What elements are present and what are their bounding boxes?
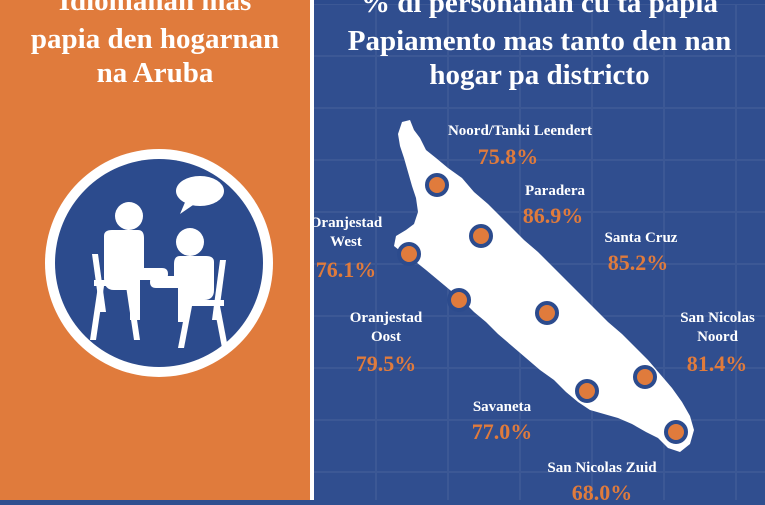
left-title-line3: na Aruba <box>96 57 214 89</box>
background-tile <box>736 4 765 56</box>
district-label-paradera: Paradera <box>525 183 585 199</box>
district-label-oranjestad-oost-line2: Oost <box>371 329 401 345</box>
district-value-oranjestad-west: 76.1% <box>315 257 377 282</box>
background-tile <box>520 316 592 368</box>
background-tile <box>736 472 765 500</box>
background-tile <box>448 264 520 316</box>
background-tile <box>736 56 765 108</box>
background-tile <box>376 212 448 264</box>
background-tile <box>520 264 592 316</box>
background-tile <box>520 472 592 500</box>
background-tile <box>314 108 376 160</box>
background-tile <box>448 4 520 56</box>
background-tile <box>736 420 765 472</box>
district-value-savaneta: 77.0% <box>471 419 533 444</box>
panel-divider <box>310 0 314 500</box>
background-tile <box>736 368 765 420</box>
background-tile <box>520 56 592 108</box>
district-value-paradera: 86.9% <box>522 203 584 228</box>
two-people-conversation-icon <box>40 144 278 382</box>
background-tile <box>448 472 520 500</box>
background-tile <box>664 108 736 160</box>
left-title-line1: Idiomanan mas <box>58 0 252 17</box>
right-title-line3: hogar pa districto <box>429 59 650 91</box>
district-label-san-nicolas-noord-line2: Noord <box>697 329 738 345</box>
background-tile <box>376 160 448 212</box>
district-label-santa-cruz: Santa Cruz <box>604 230 678 246</box>
district-value-oranjestad-oost: 79.5% <box>355 351 417 376</box>
district-value-santa-cruz: 85.2% <box>607 250 669 275</box>
background-tile <box>314 368 376 420</box>
district-label-oranjestad-west-line2: West <box>330 234 362 250</box>
background-tile <box>664 472 736 500</box>
background-tile <box>520 4 592 56</box>
background-tile <box>314 212 376 264</box>
background-tile <box>314 160 376 212</box>
background-tile <box>592 316 664 368</box>
background-tile <box>448 316 520 368</box>
background-tile <box>736 212 765 264</box>
district-label-oranjestad-west: Oranjestad <box>309 215 383 231</box>
background-tile <box>314 264 376 316</box>
background-tile <box>592 368 664 420</box>
background-tile <box>592 4 664 56</box>
background-tile <box>592 472 664 500</box>
background-tile <box>736 108 765 160</box>
background-tile <box>736 316 765 368</box>
background-tile <box>592 56 664 108</box>
background-tile <box>736 160 765 212</box>
background-tile <box>314 420 376 472</box>
district-value-noord: 75.8% <box>477 144 539 169</box>
background-tile <box>736 264 765 316</box>
background-tile <box>314 56 376 108</box>
district-value-san-nicolas-noord: 81.4% <box>686 351 748 376</box>
background-tile <box>664 4 736 56</box>
background-tile <box>376 472 448 500</box>
right-title-line1: % di personanan cu ta papia <box>361 0 718 19</box>
background-tile <box>314 316 376 368</box>
background-tile <box>376 420 448 472</box>
district-label-oranjestad-oost: Oranjestad <box>349 310 423 326</box>
background-tile <box>664 56 736 108</box>
district-label-savaneta: Savaneta <box>472 399 532 415</box>
background-tile <box>376 56 448 108</box>
district-value-san-nicolas-zuid: 68.0% <box>571 480 633 505</box>
background-tile <box>314 4 376 56</box>
district-label-san-nicolas-zuid: San Nicolas Zuid <box>547 460 657 476</box>
background-tile <box>314 472 376 500</box>
background-tile <box>448 56 520 108</box>
district-label-san-nicolas-noord: San Nicolas <box>680 310 755 326</box>
left-title-line2: papia den hogarnan <box>30 23 280 55</box>
district-label-noord: Noord/Tanki Leendert <box>447 123 593 139</box>
background-tile <box>376 4 448 56</box>
right-title-line2: Papiamento mas tanto den nan <box>347 25 732 57</box>
background-tile <box>664 160 736 212</box>
